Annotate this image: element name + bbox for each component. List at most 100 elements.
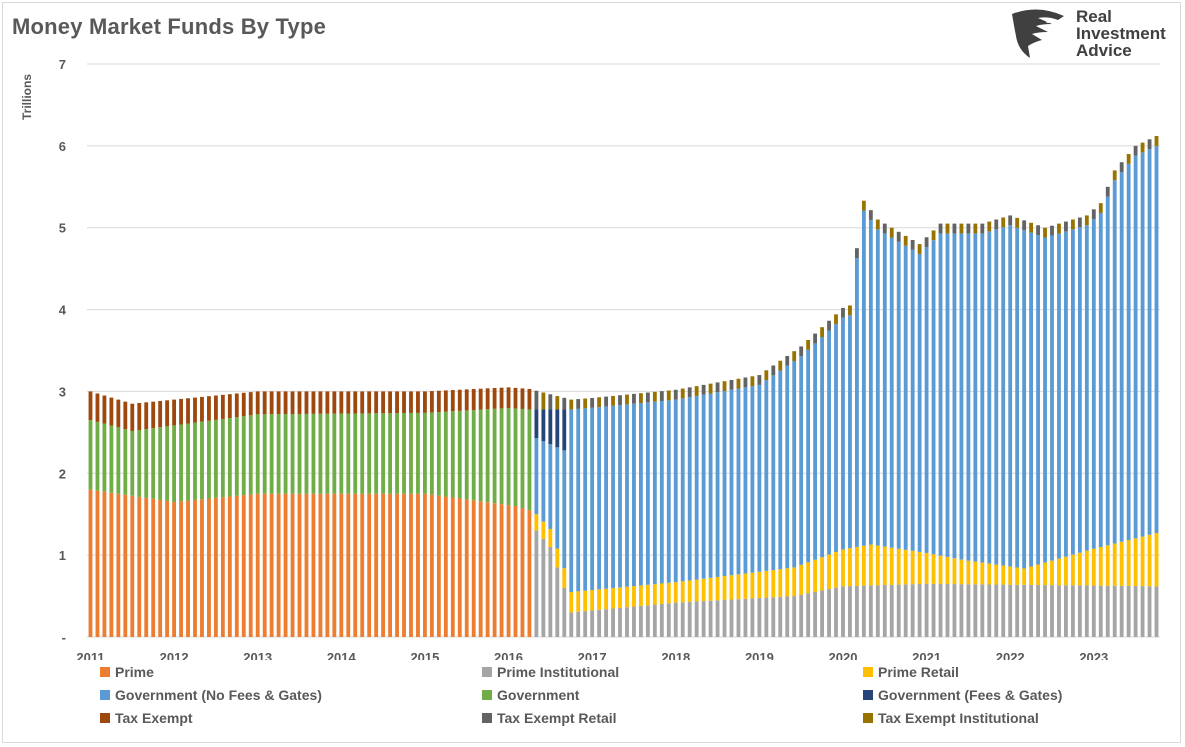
bar-prime bbox=[241, 495, 246, 637]
bar-prime-retail bbox=[1022, 568, 1027, 585]
bar-prime-institutional bbox=[868, 585, 873, 637]
bar-prime-institutional bbox=[917, 584, 922, 637]
bar-gov-no-fees bbox=[1057, 233, 1061, 559]
bar-government bbox=[513, 408, 518, 507]
bar-prime bbox=[158, 499, 163, 637]
bar-prime-retail bbox=[1001, 565, 1006, 585]
bar-tax-exempt-split bbox=[980, 223, 985, 234]
bar-tax-exempt bbox=[513, 387, 518, 409]
bar-government bbox=[179, 424, 183, 502]
bar-tax-exempt-split bbox=[1084, 215, 1089, 226]
bar-gov-no-fees bbox=[1070, 229, 1075, 555]
legend-swatch bbox=[482, 690, 492, 700]
bar-gov-no-fees bbox=[1154, 145, 1159, 534]
bar-tax-exempt bbox=[471, 389, 476, 411]
bar-prime bbox=[290, 493, 295, 637]
bar-tax-exempt-split bbox=[959, 223, 964, 234]
bar-government bbox=[262, 414, 267, 494]
bar-tax-exempt-split bbox=[917, 244, 922, 254]
bar-tax-exempt-split bbox=[938, 223, 943, 234]
bar-gov-no-fees bbox=[1008, 225, 1013, 567]
bar-prime-institutional bbox=[938, 583, 943, 637]
bar-tax-exempt-split bbox=[680, 388, 685, 399]
bar-prime-institutional bbox=[931, 583, 936, 637]
bar-prime-retail bbox=[562, 568, 567, 588]
bar-tax-exempt-split bbox=[1043, 227, 1047, 238]
bar-prime-institutional bbox=[680, 602, 685, 637]
bar-tax-exempt-split bbox=[569, 399, 574, 410]
bar-tax-exempt bbox=[165, 400, 170, 427]
bar-prime-institutional bbox=[583, 611, 588, 637]
bar-prime-retail bbox=[778, 569, 783, 597]
logo-line-2: Investment bbox=[1076, 24, 1166, 43]
bar-gov-no-fees bbox=[652, 401, 657, 585]
bar-prime bbox=[457, 498, 462, 637]
bar-tax-exempt bbox=[116, 399, 121, 428]
bar-prime bbox=[207, 498, 211, 637]
bar-prime-institutional bbox=[1064, 585, 1068, 637]
bar-prime-retail bbox=[1126, 540, 1131, 586]
bar-government bbox=[332, 413, 337, 494]
bar-prime-retail bbox=[834, 551, 838, 588]
bar-government bbox=[207, 420, 211, 499]
legend-item: Government (No Fees & Gates) bbox=[100, 687, 322, 703]
bar-prime-retail bbox=[673, 582, 678, 603]
bar-prime-institutional bbox=[639, 605, 643, 637]
bar-gov-fees bbox=[534, 409, 539, 439]
bar-prime-retail bbox=[896, 548, 901, 585]
bar-government bbox=[436, 412, 441, 496]
bar-tax-exempt-split bbox=[820, 327, 824, 337]
bar-gov-no-fees bbox=[687, 397, 692, 581]
bar-prime-retail bbox=[827, 554, 831, 590]
bar-prime-retail bbox=[645, 584, 650, 606]
bar-prime-retail bbox=[618, 587, 622, 608]
bar-prime bbox=[137, 496, 142, 637]
bar-government bbox=[123, 429, 128, 495]
bar-government bbox=[506, 407, 511, 506]
y-tick-label: 7 bbox=[59, 57, 66, 72]
bar-tax-exempt-split bbox=[736, 378, 741, 389]
bar-prime-institutional bbox=[889, 584, 894, 637]
bar-prime-retail bbox=[764, 570, 769, 598]
bar-prime-institutional bbox=[1098, 585, 1103, 637]
legend-swatch bbox=[863, 713, 873, 723]
bar-prime-institutional bbox=[896, 584, 901, 637]
bar-prime bbox=[95, 490, 100, 637]
bar-prime-institutional bbox=[715, 600, 720, 637]
bar-tax-exempt bbox=[255, 391, 260, 415]
bar-tax-exempt-split bbox=[743, 377, 748, 388]
bar-prime-institutional bbox=[834, 587, 838, 637]
bar-gov-no-fees bbox=[799, 356, 804, 565]
bar-gov-no-fees bbox=[611, 405, 615, 589]
bar-government bbox=[186, 423, 190, 501]
bar-prime-institutional bbox=[1022, 584, 1027, 637]
bar-tax-exempt bbox=[353, 391, 358, 414]
bar-prime-institutional bbox=[806, 593, 811, 637]
bar-tax-exempt bbox=[248, 392, 253, 416]
bar-government bbox=[429, 412, 434, 495]
bar-tax-exempt bbox=[144, 402, 149, 430]
bar-government bbox=[151, 428, 156, 499]
bar-prime-retail bbox=[708, 577, 713, 601]
bar-tax-exempt bbox=[450, 390, 455, 412]
bar-prime-institutional bbox=[729, 599, 734, 637]
bar-prime-retail bbox=[889, 547, 894, 585]
bar-prime-retail bbox=[632, 586, 636, 607]
bar-prime bbox=[283, 493, 288, 637]
bar-government bbox=[283, 414, 288, 494]
bar-gov-no-fees bbox=[673, 399, 678, 583]
bar-tax-exempt-split bbox=[931, 230, 936, 241]
bar-prime-retail bbox=[792, 567, 797, 597]
legend: Prime Prime Institutional Prime Retail Gove… bbox=[100, 664, 1160, 736]
bar-tax-exempt bbox=[220, 394, 225, 419]
bar-prime-institutional bbox=[875, 585, 880, 637]
bar-gov-no-fees bbox=[855, 258, 859, 547]
bar-tax-exempt bbox=[318, 391, 323, 414]
bar-prime-retail bbox=[1105, 545, 1110, 586]
bar-prime-retail bbox=[820, 557, 824, 591]
bar-tax-exempt-split bbox=[771, 365, 776, 376]
bar-prime-institutional bbox=[764, 597, 769, 637]
bar-gov-no-fees bbox=[1133, 155, 1138, 539]
legend-item: Prime bbox=[100, 664, 154, 680]
bar-gov-no-fees bbox=[666, 400, 671, 583]
